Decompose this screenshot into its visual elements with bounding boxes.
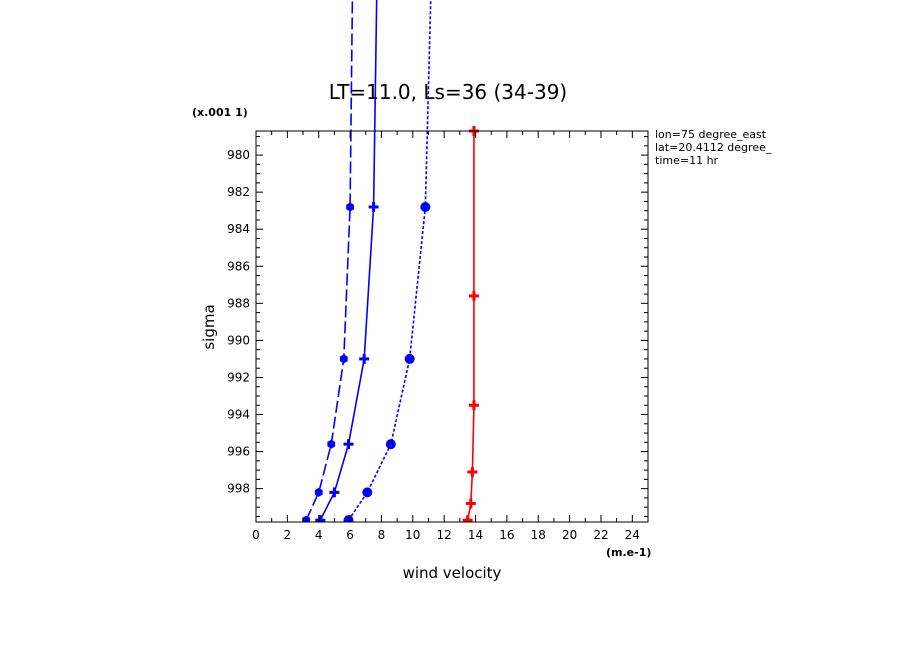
x-tick-label: 8 [378,528,386,542]
series-4-point [465,498,476,509]
y-unit-label: (x.001 1) [192,106,248,119]
annotation-lat: lat=20.4112 degree_ [655,141,772,154]
series-3-point [385,439,396,450]
y-tick-label: 994 [227,408,250,422]
series-3-point [362,487,373,498]
series-4-point [467,466,478,477]
x-tick-label: 18 [531,528,546,542]
series-1-point [346,202,354,212]
series-4-point [468,290,479,301]
x-axis-label: wind velocity [403,564,502,582]
series-line-3 [347,0,432,521]
x-tick-label: 6 [346,528,354,542]
x-tick-label: 2 [284,528,292,542]
series-4-point [462,515,473,522]
series-1-point [314,487,323,497]
chart-title: LT=11.0, Ls=36 (34-39) [329,80,567,104]
y-tick-label: 990 [227,333,250,347]
x-tick-label: 20 [562,528,577,542]
series-3-point [420,201,431,212]
y-axis-label: sigma [200,304,218,349]
x-tick-label: 4 [315,528,323,542]
x-tick-label: 0 [252,528,260,542]
y-tick-label: 996 [227,445,250,459]
series-line-1 [305,0,354,521]
series-layer [302,0,479,522]
x-tick-label: 14 [468,528,483,542]
tick-layer: 0 2 4 6 8 10 12 14 16 18 20 22 249809829849869889909… [227,131,648,542]
series-line-4 [466,131,475,521]
series-2-point [315,515,326,522]
annotation-time: time=11 hr [655,154,719,167]
x-tick-label: 12 [437,528,452,542]
x-tick-label: 10 [405,528,420,542]
series-1-point [339,354,348,364]
plot-frame [255,130,649,523]
series-3-point [404,353,415,364]
series-1-point [302,515,311,522]
series-2-point [329,487,340,498]
series-3-point [343,515,354,522]
series-2-point [343,439,354,450]
x-tick-label: 16 [499,528,514,542]
series-1-point [327,439,336,449]
x-unit-label: (m.e-1) [606,546,651,559]
series-2-point [359,353,370,364]
y-tick-label: 980 [227,148,250,162]
series-2-point [368,201,379,212]
annotation-lon: lon=75 degree_east [655,128,767,141]
y-tick-label: 992 [227,370,250,384]
series-4-point [468,400,479,411]
y-tick-label: 986 [227,259,250,273]
y-tick-label: 988 [227,296,250,310]
y-tick-label: 984 [227,222,250,236]
x-tick-label: 22 [593,528,608,542]
series-line-2 [319,0,378,521]
x-tick-label: 24 [625,528,640,542]
y-tick-label: 998 [227,482,250,496]
y-tick-label: 982 [227,185,250,199]
